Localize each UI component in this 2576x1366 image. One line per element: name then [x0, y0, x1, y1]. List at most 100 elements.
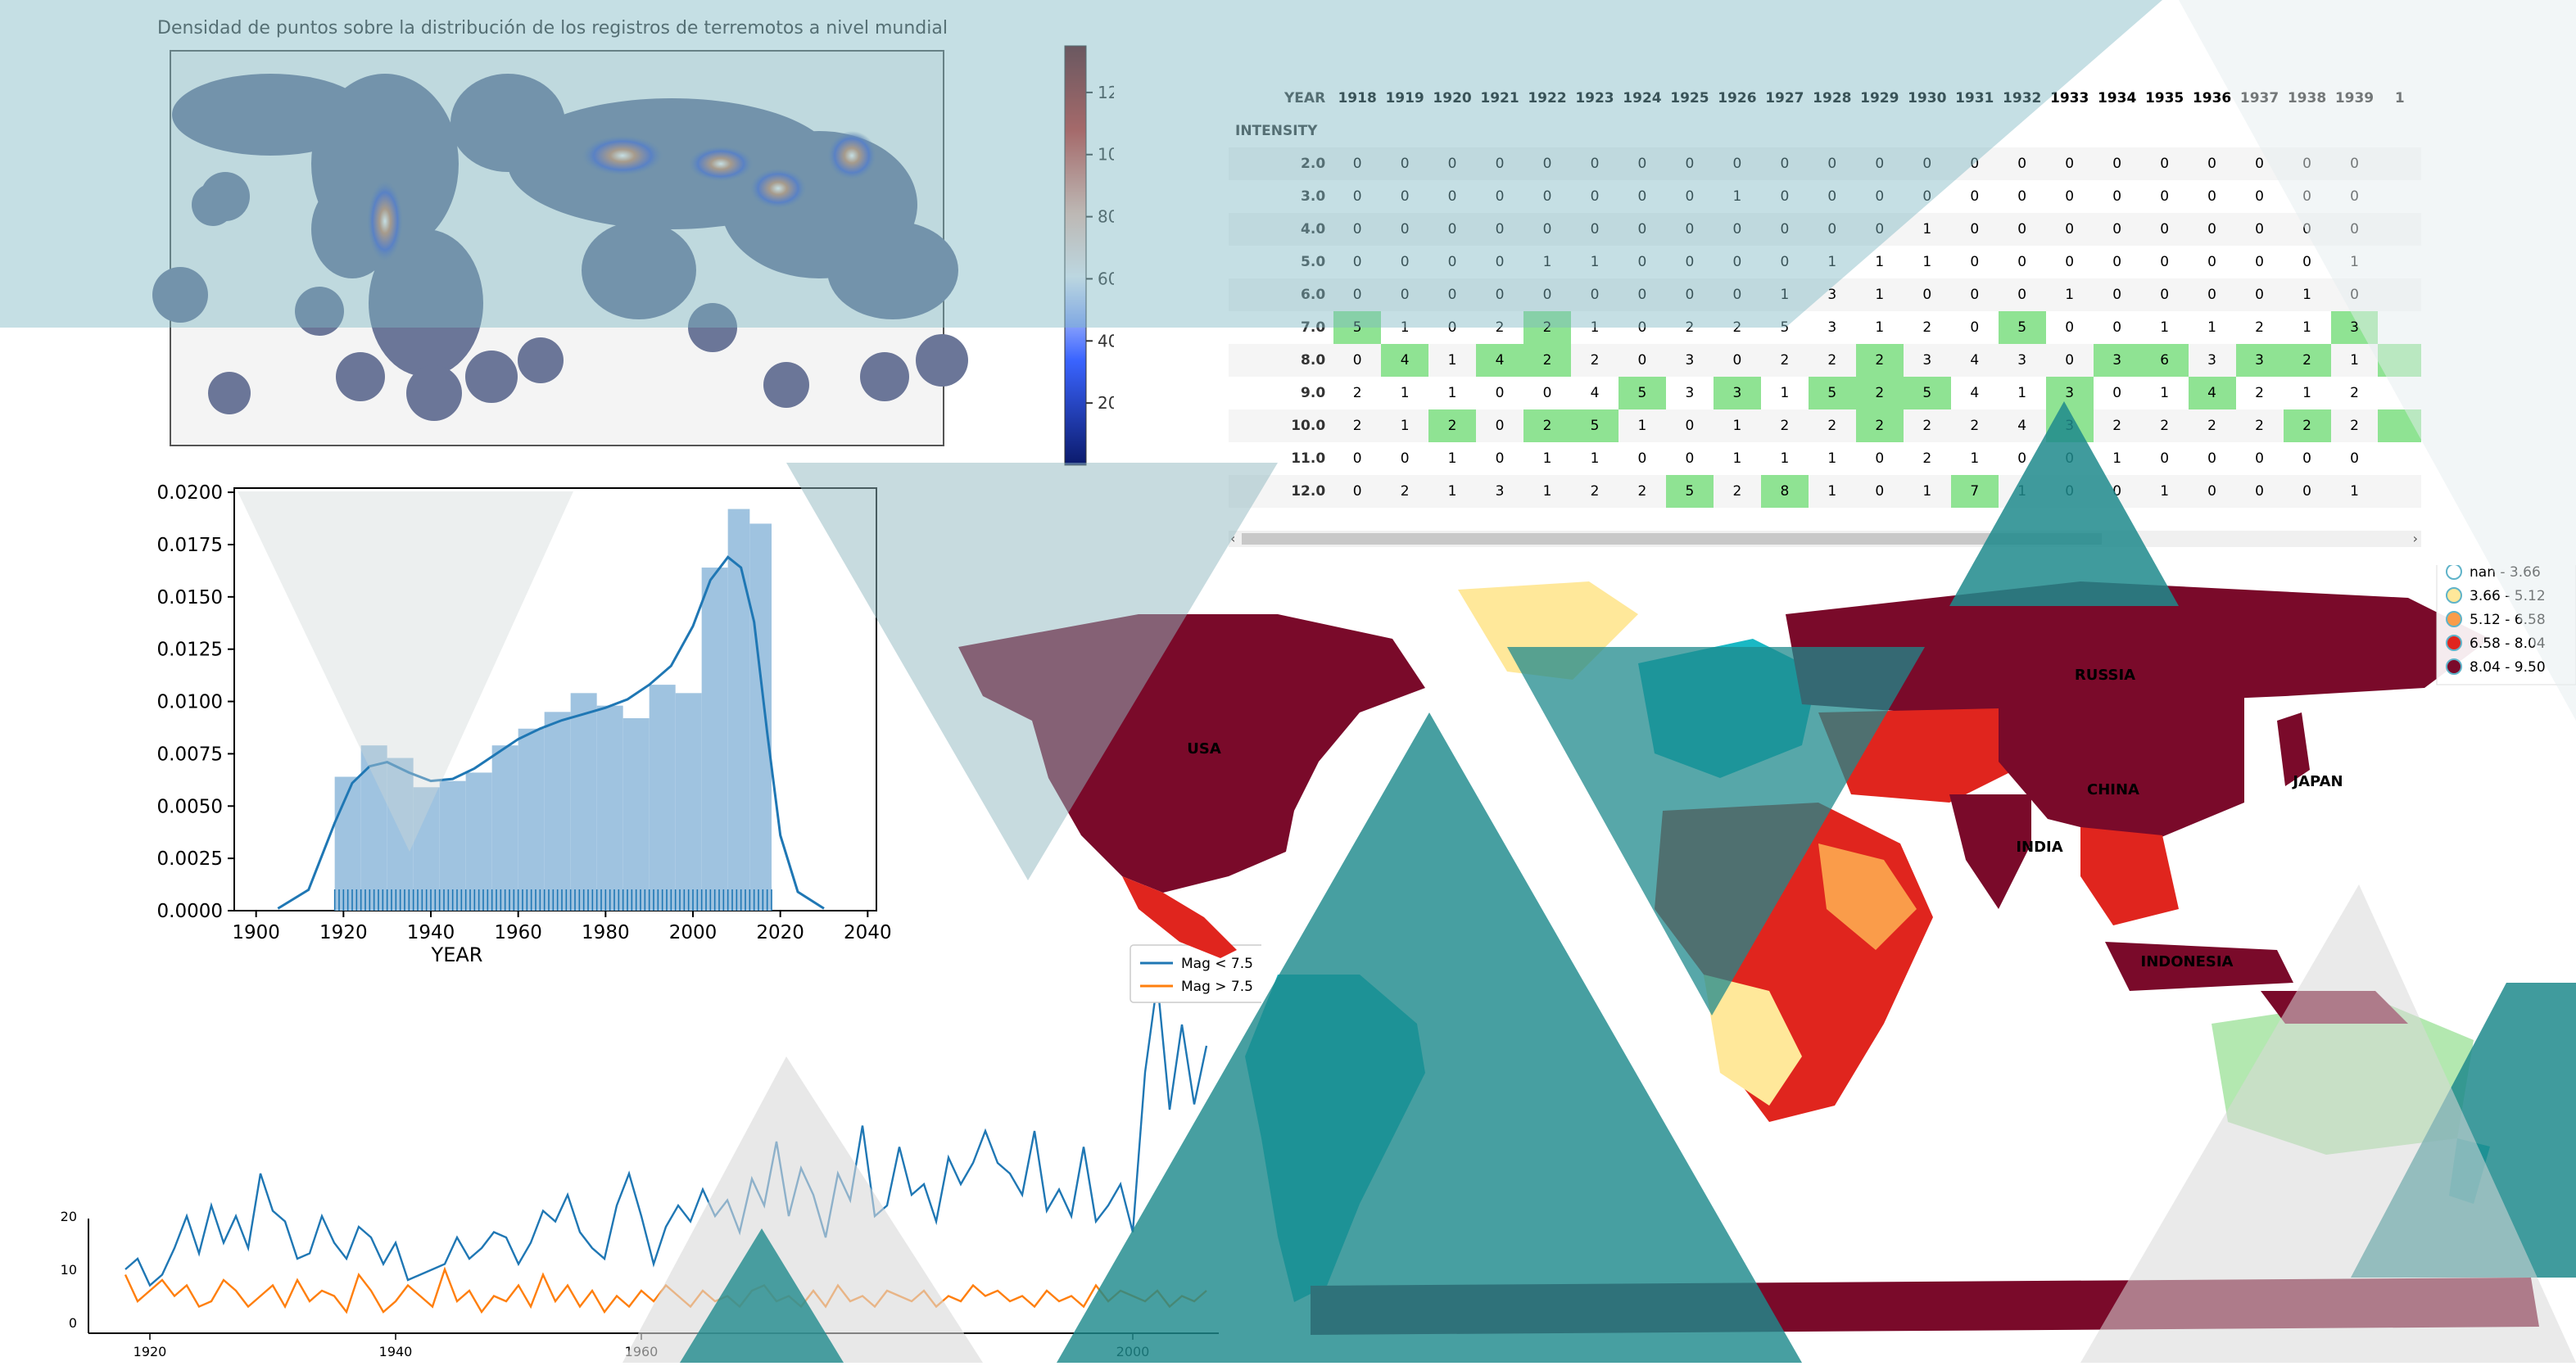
table-cell: 0	[2065, 352, 2075, 369]
hist-x-tick-label: 1940	[407, 922, 455, 943]
new-zealand-shape	[2449, 1138, 2490, 1204]
table-cell: 2	[1352, 418, 1362, 434]
table-cell: 0	[1970, 287, 1980, 303]
table-horizontal-scrollbar[interactable]: ‹ ›	[1229, 531, 2421, 547]
table-cell: 1	[1732, 418, 1742, 434]
table-cell: 0	[2207, 254, 2216, 270]
table-cell: 0	[1447, 254, 1457, 270]
table-row-label: 8.0	[1301, 352, 1326, 369]
table-cell: 0	[1970, 319, 1980, 336]
choropleth-legend-label: 5.12 - 6.58	[2470, 612, 2546, 628]
table-cell: 1	[2112, 450, 2122, 467]
table-column-header: 1932	[2003, 90, 2042, 106]
table-cell: 0	[2302, 450, 2311, 467]
table-cell: 0	[2207, 188, 2216, 205]
table-cell: 0	[2160, 221, 2170, 237]
table-cell: 2	[1637, 483, 1647, 500]
table-row-label: 5.0	[1301, 254, 1326, 270]
table-column-header: 1927	[1765, 90, 1804, 106]
table-cell: 0	[1352, 156, 1362, 172]
table-empty-header	[1333, 115, 1381, 147]
table-column-header: 1939	[2334, 90, 2375, 106]
table-row: 9.0 2 1 1 0 0 4 5 3 3 1 5 2 5 4 1 3 0 1 4 2 1 2	[1229, 377, 2421, 409]
table-cell: 0	[2350, 450, 2359, 467]
table-cell: 0	[1495, 254, 1505, 270]
table-empty-header	[1476, 115, 1523, 147]
table-cell: 0	[1685, 254, 1695, 270]
table-cell	[2378, 147, 2421, 180]
colorbar-tick-label: 120	[1098, 83, 1114, 102]
intensity-table-panel[interactable]: YEAR 1918 1919 1920 1921 1922 1923 1924 1925 1926…	[1229, 82, 2421, 565]
scroll-right-icon[interactable]: ›	[2412, 531, 2418, 546]
colorbar-tick-label: 80	[1098, 207, 1114, 227]
table-row-label: 2.0	[1301, 156, 1326, 172]
table-cell: 4	[1381, 344, 1429, 377]
table-cell: 0	[2160, 156, 2170, 172]
table-cell: 1	[1590, 319, 1600, 336]
density-map-panel: Densidad de puntos sobre la distribución…	[0, 0, 1114, 475]
table-cell: 0	[1780, 254, 1790, 270]
table-cell: 0	[1685, 188, 1695, 205]
table-cell	[2378, 475, 2421, 508]
table-cell: 3	[1495, 483, 1505, 500]
table-cell: 0	[1352, 221, 1362, 237]
table-cell: 0	[2255, 483, 2264, 500]
kde-line	[277, 555, 825, 910]
table-cell: 0	[2112, 287, 2122, 303]
choropleth-legend-label: 6.58 - 8.04	[2470, 636, 2546, 652]
hist-bar	[387, 758, 414, 911]
table-cell: 0	[2112, 188, 2122, 205]
table-empty-header	[2378, 115, 2421, 147]
table-cell: 3	[1685, 352, 1695, 369]
table-cell: 0	[1400, 254, 1410, 270]
table-column-header: 1	[2394, 90, 2405, 106]
table-cell: 2	[2255, 418, 2264, 434]
table-cell: 0	[2255, 450, 2264, 467]
table-cell: 3	[1713, 377, 1761, 409]
density-hotspots	[367, 131, 876, 262]
table-cell: 1	[1542, 254, 1552, 270]
table-cell: 1	[2350, 483, 2359, 500]
table-cell: 2	[1495, 319, 1505, 336]
table-empty-header	[1999, 115, 2046, 147]
table-cell: 0	[2065, 156, 2075, 172]
table-cell: 0	[2350, 188, 2359, 205]
hist-y-tick-label: 0.0000	[157, 901, 223, 922]
table-empty-header	[2331, 115, 2379, 147]
colorbar-tick-label: 20	[1098, 393, 1114, 413]
table-cell: 0	[1875, 221, 1885, 237]
country-label: INDONESIA	[2141, 953, 2234, 970]
table-cell: 0	[2017, 156, 2027, 172]
line-y-tick-label: 20	[61, 1209, 77, 1224]
scroll-thumb[interactable]	[1242, 533, 2102, 545]
scroll-left-icon[interactable]: ‹	[1230, 531, 1236, 546]
colorbar-tick-label: 100	[1098, 145, 1114, 165]
table-cell: 1	[2350, 352, 2359, 369]
hist-bar	[360, 745, 387, 911]
table-empty-header	[1714, 115, 1761, 147]
table-cell: 2	[2255, 385, 2264, 401]
table-cell: 0	[2112, 483, 2122, 500]
table-cell: 3	[2045, 409, 2094, 442]
table-cell: 0	[2255, 254, 2264, 270]
table-cell: 0	[1447, 156, 1457, 172]
table-cell: 5	[1665, 475, 1714, 508]
table-cell: 0	[1542, 188, 1552, 205]
table-cell: 3	[2093, 344, 2141, 377]
table-cell: 1	[1922, 221, 1932, 237]
table-cell: 0	[2350, 287, 2359, 303]
table-cell: 0	[1732, 156, 1742, 172]
table-cell: 2	[1922, 319, 1932, 336]
table-cell: 0	[1447, 188, 1457, 205]
table-cell: 0	[1590, 156, 1600, 172]
table-cell: 0	[1970, 156, 1980, 172]
table-cell: 1	[2160, 319, 2170, 336]
table-cell: 1	[2160, 483, 2170, 500]
table-column-header: 1935	[2144, 90, 2184, 106]
table-cell: 0	[1447, 221, 1457, 237]
table-cell: 2	[1732, 483, 1742, 500]
hist-bar	[518, 728, 545, 911]
table-cell: 0	[2160, 450, 2170, 467]
table-cell: 4	[1590, 385, 1600, 401]
table-cell: 3	[2235, 344, 2284, 377]
